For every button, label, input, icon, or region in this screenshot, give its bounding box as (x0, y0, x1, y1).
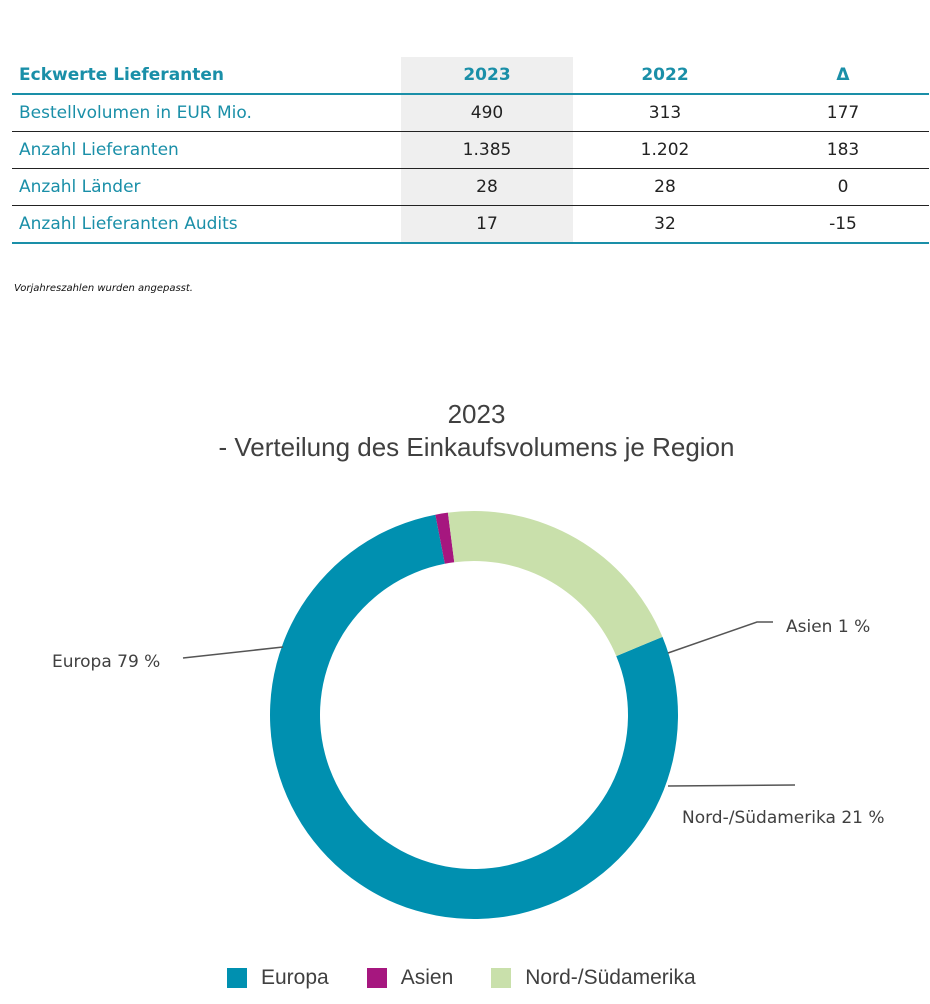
legend-swatch-europa (227, 968, 247, 988)
cell-delta: 177 (757, 94, 929, 132)
leader-line (667, 784, 796, 787)
kpi-table: Eckwerte Lieferanten 2023 2022 Δ Bestell… (12, 57, 929, 244)
table-row: Bestellvolumen in EUR Mio. 490 313 177 (12, 94, 929, 132)
chart-legend: Europa Asien Nord-/Südamerika (227, 966, 734, 990)
cell-2022: 32 (573, 205, 757, 244)
table-row: Anzahl Lieferanten Audits 17 32 -15 (12, 205, 929, 244)
legend-label-europa: Europa (261, 966, 329, 989)
data-label-europa: Europa 79 % (52, 652, 160, 672)
leader-line (182, 646, 284, 659)
legend-swatch-amerika (491, 968, 512, 988)
legend-item-amerika: Nord-/Südamerika (491, 966, 696, 990)
header-delta: Δ (757, 57, 929, 95)
legend-item-europa: Europa (227, 966, 329, 990)
cell-2022: 313 (573, 94, 757, 132)
cell-2023: 490 (401, 94, 573, 132)
cell-delta: 183 (757, 131, 929, 169)
slice-asien (435, 512, 455, 564)
header-eckwerte: Eckwerte Lieferanten (12, 57, 401, 95)
cell-delta: -15 (757, 205, 929, 244)
cell-2022: 28 (573, 168, 757, 206)
data-label-asien: Asien 1 % (786, 617, 870, 637)
header-2022: 2022 (573, 57, 757, 95)
chart-title-year: 2023 (447, 399, 506, 429)
chart-title: - Verteilung des Einkaufsvolumens je Reg… (218, 432, 735, 462)
table-row: Anzahl Länder 28 28 0 (12, 168, 929, 206)
table-header-row: Eckwerte Lieferanten 2023 2022 Δ (12, 57, 929, 95)
row-label: Bestellvolumen in EUR Mio. (12, 94, 401, 132)
legend-item-asien: Asien (366, 966, 454, 990)
row-label: Anzahl Lieferanten (12, 131, 401, 169)
data-label-amerika: Nord-/Südamerika 21 % (682, 808, 885, 828)
table-row: Anzahl Lieferanten 1.385 1.202 183 (12, 131, 929, 169)
cell-delta: 0 (757, 168, 929, 206)
row-label: Anzahl Lieferanten Audits (12, 205, 401, 244)
leader-line (667, 621, 773, 654)
cell-2022: 1.202 (573, 131, 757, 169)
footnote: Vorjahreszahlen wurden angepasst. (14, 283, 193, 294)
cell-2023: 17 (401, 205, 573, 244)
legend-label-asien: Asien (400, 966, 454, 989)
cell-2023: 28 (401, 168, 573, 206)
legend-swatch-asien (366, 968, 387, 988)
cell-2023: 1.385 (401, 131, 573, 169)
row-label: Anzahl Länder (12, 168, 401, 206)
header-2023: 2023 (401, 57, 573, 95)
legend-label-amerika: Nord-/Südamerika (525, 966, 696, 989)
slice-amerika (447, 511, 663, 657)
donut-chart: Europa 79 % Asien 1 % Nord-/Südamerika 21 … (52, 511, 885, 919)
